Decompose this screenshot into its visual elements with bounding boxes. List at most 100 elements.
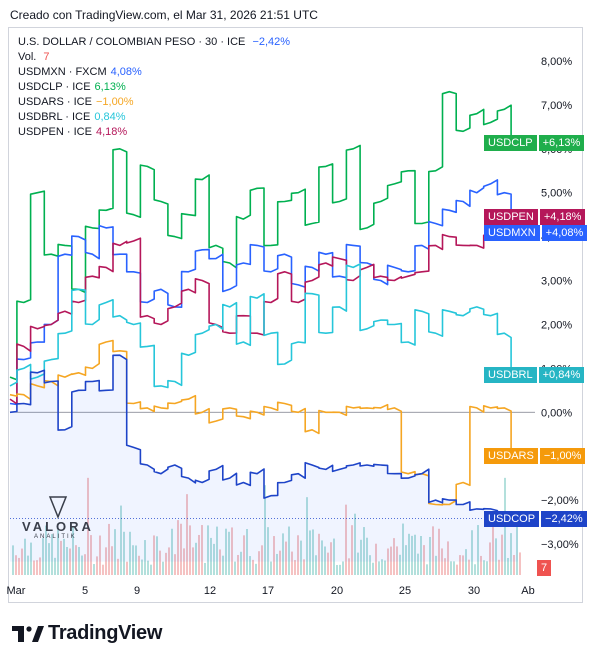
volume-bar <box>66 546 68 575</box>
volume-bar <box>318 533 320 575</box>
volume-bar <box>27 555 29 575</box>
y-tick-label: 5,00% <box>541 188 572 200</box>
volume-bar <box>24 538 26 575</box>
series-line-usdmxn <box>9 179 519 406</box>
volume-bar <box>180 523 182 575</box>
volume-bar <box>306 497 308 575</box>
volume-bar <box>195 542 197 575</box>
volume-bar <box>207 525 209 575</box>
x-tick-label: Ab <box>521 585 534 597</box>
chart-legend: U.S. DOLLAR / COLOMBIAN PESO · 30 · ICE … <box>18 35 290 140</box>
volume-bar <box>462 555 464 575</box>
series-line-usdclp <box>9 90 519 381</box>
y-tick-label: 2,00% <box>541 319 572 331</box>
y-tick-label: −2,00% <box>541 495 579 507</box>
volume-tag: 7 <box>537 560 552 576</box>
volume-bar <box>141 559 143 575</box>
legend-volume-row: Vol. 7 <box>18 50 290 65</box>
volume-bar <box>234 561 236 575</box>
volume-bar <box>312 529 314 575</box>
series-line-usdcop <box>9 354 519 520</box>
legend-item[interactable]: USDPEN · ICE 4,18% <box>18 125 290 140</box>
volume-bar <box>36 560 38 575</box>
volume-bar <box>381 559 383 575</box>
volume-tag-value: 7 <box>541 562 548 574</box>
volume-bar <box>249 556 251 575</box>
volume-bar <box>477 525 479 575</box>
price-tag-name: USDARS <box>484 448 538 465</box>
price-tag-usdpen: USDPEN +4,18% <box>484 208 586 225</box>
volume-bar <box>372 562 374 575</box>
volume-bar <box>210 537 212 575</box>
volume-bar <box>21 548 23 575</box>
volume-bar <box>495 538 497 575</box>
volume-bar <box>126 561 128 575</box>
volume-bar <box>405 545 407 575</box>
volume-bar <box>378 561 380 575</box>
tradingview-logo[interactable]: TradingView <box>12 622 162 645</box>
volume-bar <box>387 548 389 575</box>
legend-item[interactable]: USDMXN · FXCM 4,08% <box>18 65 290 80</box>
volume-bar <box>159 550 161 575</box>
volume-bar <box>354 513 356 575</box>
volume-bar <box>102 564 104 575</box>
volume-bar <box>348 558 350 575</box>
x-tick-label: Mar <box>7 585 26 597</box>
volume-bar <box>150 564 152 575</box>
volume-bar <box>183 548 185 575</box>
volume-bar <box>294 560 296 575</box>
volume-bar <box>111 546 113 575</box>
volume-bar <box>330 542 332 575</box>
volume-bar <box>498 559 500 575</box>
price-tag-value: +0,84% <box>538 367 585 384</box>
volume-bar <box>243 535 245 575</box>
volume-bar <box>516 527 518 575</box>
volume-bar <box>384 560 386 575</box>
volume-bar <box>282 533 284 575</box>
price-tag-usdclp: USDCLP +6,13% <box>484 135 585 152</box>
volume-bar <box>255 563 257 575</box>
volume-bar <box>156 536 158 575</box>
valora-subtext: ANALITIK <box>34 534 77 540</box>
legend-item-label: USDCLP · ICE <box>18 81 91 93</box>
volume-bar <box>81 555 83 575</box>
volume-bar <box>480 555 482 575</box>
volume-bar <box>513 555 515 575</box>
volume-bar <box>165 552 167 575</box>
legend-item[interactable]: USDBRL · ICE 0,84% <box>18 110 290 125</box>
volume-bar <box>153 535 155 575</box>
volume-bar <box>444 558 446 575</box>
volume-bar <box>72 526 74 575</box>
x-tick-label: 5 <box>82 585 88 597</box>
volume-bar <box>483 560 485 575</box>
legend-item-value: −1,00% <box>95 96 134 108</box>
volume-bars <box>12 477 521 575</box>
y-tick-label: 0,00% <box>541 407 572 419</box>
y-tick-label: 3,00% <box>541 276 572 288</box>
chart-frame <box>8 27 583 603</box>
legend-item-label: USDBRL · ICE <box>18 111 91 123</box>
price-tag-name: USDCLP <box>484 135 537 152</box>
legend-item-value: 4,08% <box>110 66 142 78</box>
volume-bar <box>441 548 443 575</box>
volume-bar <box>33 560 35 575</box>
y-tick-label: −3,00% <box>541 539 579 551</box>
zero-line <box>10 411 535 519</box>
volume-bar <box>291 551 293 575</box>
y-axis: 8,00%7,00%6,00%5,00%4,00%3,00%2,00%1,00%… <box>541 56 579 551</box>
volume-bar <box>162 561 164 575</box>
price-tag-name: USDMXN <box>484 225 540 242</box>
volume-bar <box>501 534 503 575</box>
legend-item[interactable]: USDARS · ICE −1,00% <box>18 95 290 110</box>
volume-bar <box>510 533 512 575</box>
volume-bar <box>468 559 470 575</box>
volume-bar <box>231 527 233 575</box>
volume-bar <box>447 541 449 575</box>
x-tick-label: 12 <box>204 585 216 597</box>
volume-bar <box>435 555 437 575</box>
price-tag-value: −2,42% <box>541 510 587 527</box>
volume-bar <box>129 531 131 575</box>
volume-bar <box>414 534 416 575</box>
legend-item[interactable]: USDCLP · ICE 6,13% <box>18 80 290 95</box>
price-tag-value: +4,08% <box>541 225 588 242</box>
